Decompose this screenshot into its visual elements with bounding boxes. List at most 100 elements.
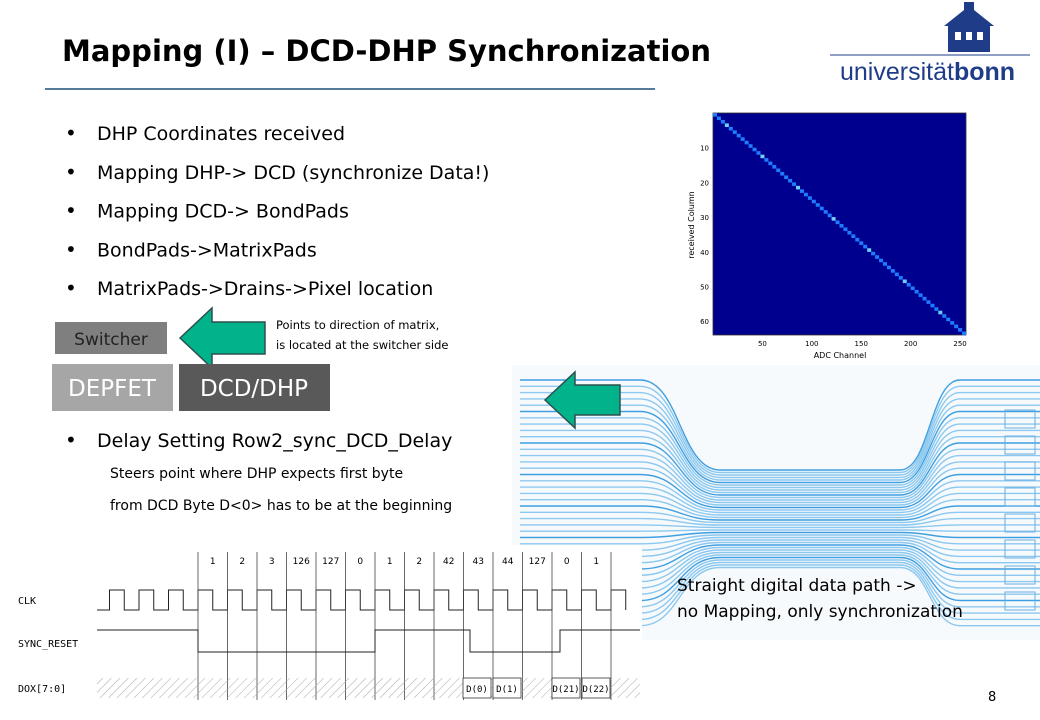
- logo: universitätbonn: [830, 2, 1030, 86]
- slide-title: Mapping (I) – DCD-DHP Synchronization: [62, 34, 711, 68]
- trace-line: [520, 541, 1040, 564]
- data-label: D(22): [582, 685, 609, 695]
- tick-label: 150: [855, 340, 868, 348]
- heat-cell: [784, 175, 789, 180]
- tick-label: 50: [700, 283, 709, 291]
- trace-line: [520, 417, 1040, 486]
- caption: Straight digital data path ->: [677, 576, 917, 596]
- trace-line: [520, 559, 1040, 608]
- trace-line: [520, 544, 1040, 570]
- pad: [1004, 487, 1036, 507]
- bullet-dot: •: [65, 428, 77, 452]
- cycle-label: 127: [322, 557, 339, 567]
- heat-cell: [803, 192, 808, 197]
- bullet-text: Mapping DHP-> DCD (synchronize Data!): [97, 162, 489, 184]
- signal-label: DOX[7:0]: [18, 684, 66, 695]
- trace-line: [520, 480, 1040, 511]
- heat-cell: [958, 328, 963, 332]
- tick-label: 100: [805, 340, 818, 348]
- pad: [1004, 565, 1036, 585]
- switcher-label: Switcher: [74, 330, 148, 350]
- cycle-label: 43: [473, 557, 484, 567]
- heat-cell: [716, 116, 721, 121]
- heat-cell: [724, 123, 729, 128]
- clk-wave: [97, 589, 627, 611]
- cycle-label: 1: [210, 557, 216, 567]
- page-number: 8: [988, 690, 996, 705]
- trace-line: [520, 517, 1040, 526]
- heat-cell: [946, 317, 951, 322]
- trace-line: [520, 492, 1040, 516]
- heat-cell: [906, 282, 911, 287]
- bullet-dot: •: [65, 160, 77, 184]
- heat-cell: [879, 258, 884, 263]
- pad: [1004, 461, 1036, 481]
- trace-line: [520, 429, 1040, 491]
- bullet-dot: •: [65, 121, 77, 145]
- heat-cell: [827, 213, 832, 218]
- heat-cell: [728, 126, 733, 131]
- layout-image: [512, 365, 1040, 640]
- trace-line: [520, 524, 1040, 529]
- heat-cell: [894, 272, 899, 277]
- cycle-label: 0: [564, 557, 570, 567]
- tick-label: 40: [700, 249, 709, 257]
- trace-line: [520, 539, 1040, 558]
- heat-cell: [954, 324, 959, 329]
- trace-line: [520, 551, 1040, 589]
- timing-diagram: CLK SYNC_RESET DOX[7:0] 1 2 3 126 127 0 1 2 42 43 44 1…: [12, 545, 642, 705]
- heat-cell: [831, 217, 836, 221]
- heat-cell: [772, 165, 777, 169]
- tick-label: 50: [758, 340, 767, 348]
- heat-cell: [962, 331, 967, 336]
- signal-label: CLK: [18, 596, 36, 607]
- heat-cell: [938, 310, 943, 315]
- tick-label: 200: [904, 340, 917, 348]
- trace-line: [520, 379, 1040, 471]
- heat-cell: [914, 289, 919, 294]
- axis-label: ADC Channel: [814, 351, 867, 360]
- trace-line: [520, 566, 1040, 627]
- data-box: [492, 677, 522, 699]
- heat-cell: [823, 210, 828, 214]
- heat-cell: [867, 248, 872, 252]
- trace-line: [520, 546, 1040, 576]
- pad: [1004, 409, 1036, 429]
- heat-cell: [776, 168, 781, 173]
- heat-cell: [807, 196, 812, 200]
- heat-cell: [744, 140, 749, 145]
- bullet-dot: •: [65, 276, 77, 300]
- cycle-label: 3: [269, 557, 275, 567]
- trace-line: [520, 505, 1040, 521]
- trace-line: [520, 410, 1040, 484]
- heat-cell: [859, 241, 864, 245]
- trace-line: [520, 448, 1040, 499]
- heat-cell: [720, 119, 725, 124]
- pad: [1004, 591, 1036, 611]
- arrow-icon: [178, 306, 266, 370]
- heat-cell: [835, 220, 840, 225]
- data-label: D(0): [466, 685, 488, 695]
- bullet-text: DHP Coordinates received: [97, 123, 345, 145]
- heat-cell: [882, 262, 887, 266]
- heat-cell: [768, 161, 773, 166]
- heat-cell: [934, 307, 939, 311]
- bullet-text: BondPads->MatrixPads: [97, 239, 317, 261]
- heat-cell: [855, 237, 860, 242]
- trace-line: [520, 531, 1040, 539]
- tick-label: 10: [700, 145, 709, 153]
- data-box: [462, 677, 492, 699]
- trace-line: [520, 564, 1040, 621]
- trace-line: [520, 534, 1040, 545]
- heat-cell: [819, 206, 824, 211]
- heat-cell: [902, 279, 907, 284]
- pad: [1004, 435, 1036, 455]
- heat-cell: [942, 314, 947, 318]
- depfet-box: [52, 364, 173, 411]
- arrow-icon: [543, 370, 621, 430]
- trace-line: [520, 536, 1040, 551]
- heat-cell: [898, 276, 903, 280]
- trace-line: [520, 385, 1040, 474]
- bullet-text: Mapping DCD-> BondPads: [97, 201, 349, 223]
